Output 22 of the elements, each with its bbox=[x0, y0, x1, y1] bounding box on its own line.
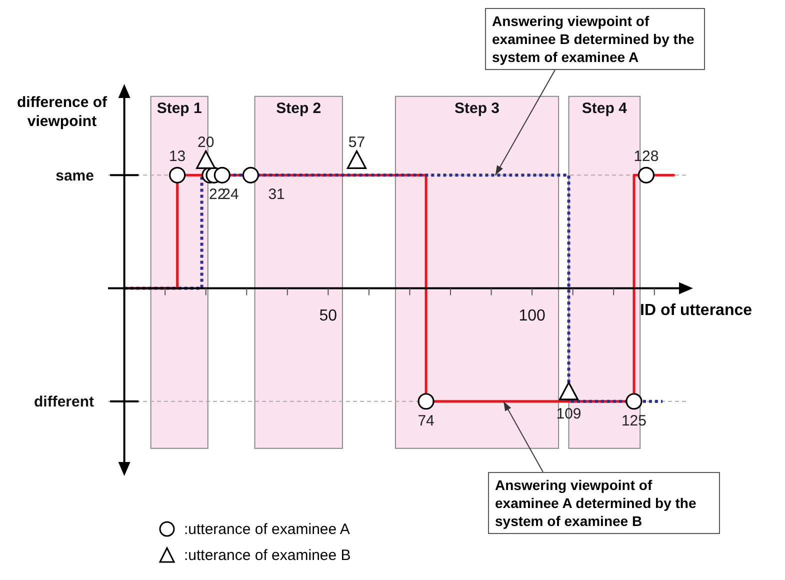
legend-label: :utterance of examinee A bbox=[184, 520, 350, 538]
annotation: Answering viewpoint of examinee A determined by the system of examinee B bbox=[488, 472, 720, 534]
x-axis-title: ID of utterance bbox=[640, 302, 752, 320]
annotation: 20 bbox=[198, 134, 214, 152]
y-axis-title: difference of viewpoint bbox=[16, 93, 108, 131]
annotation: 13 bbox=[168, 148, 186, 166]
annotation: 125 bbox=[621, 412, 647, 430]
legend-label: :utterance of examinee B bbox=[184, 546, 351, 564]
band-label: Step 4 bbox=[582, 100, 628, 118]
x-tick-label: 100 bbox=[518, 308, 546, 325]
x-tick-label: 50 bbox=[319, 308, 338, 325]
annotation: 57 bbox=[348, 134, 366, 152]
band-label: Step 1 bbox=[156, 100, 202, 118]
ref-line-label: same bbox=[56, 167, 94, 184]
annotation: 74 bbox=[418, 412, 434, 430]
annotation: 128 bbox=[634, 148, 659, 166]
band-label: Step 2 bbox=[276, 100, 322, 118]
annotation: Answering viewpoint of examinee B determined by the system of examinee A bbox=[485, 8, 705, 70]
annotation: 31 bbox=[268, 186, 285, 204]
band-label: Step 3 bbox=[454, 100, 500, 118]
ref-line-label: different bbox=[34, 394, 94, 411]
annotation: 109 bbox=[556, 405, 582, 422]
